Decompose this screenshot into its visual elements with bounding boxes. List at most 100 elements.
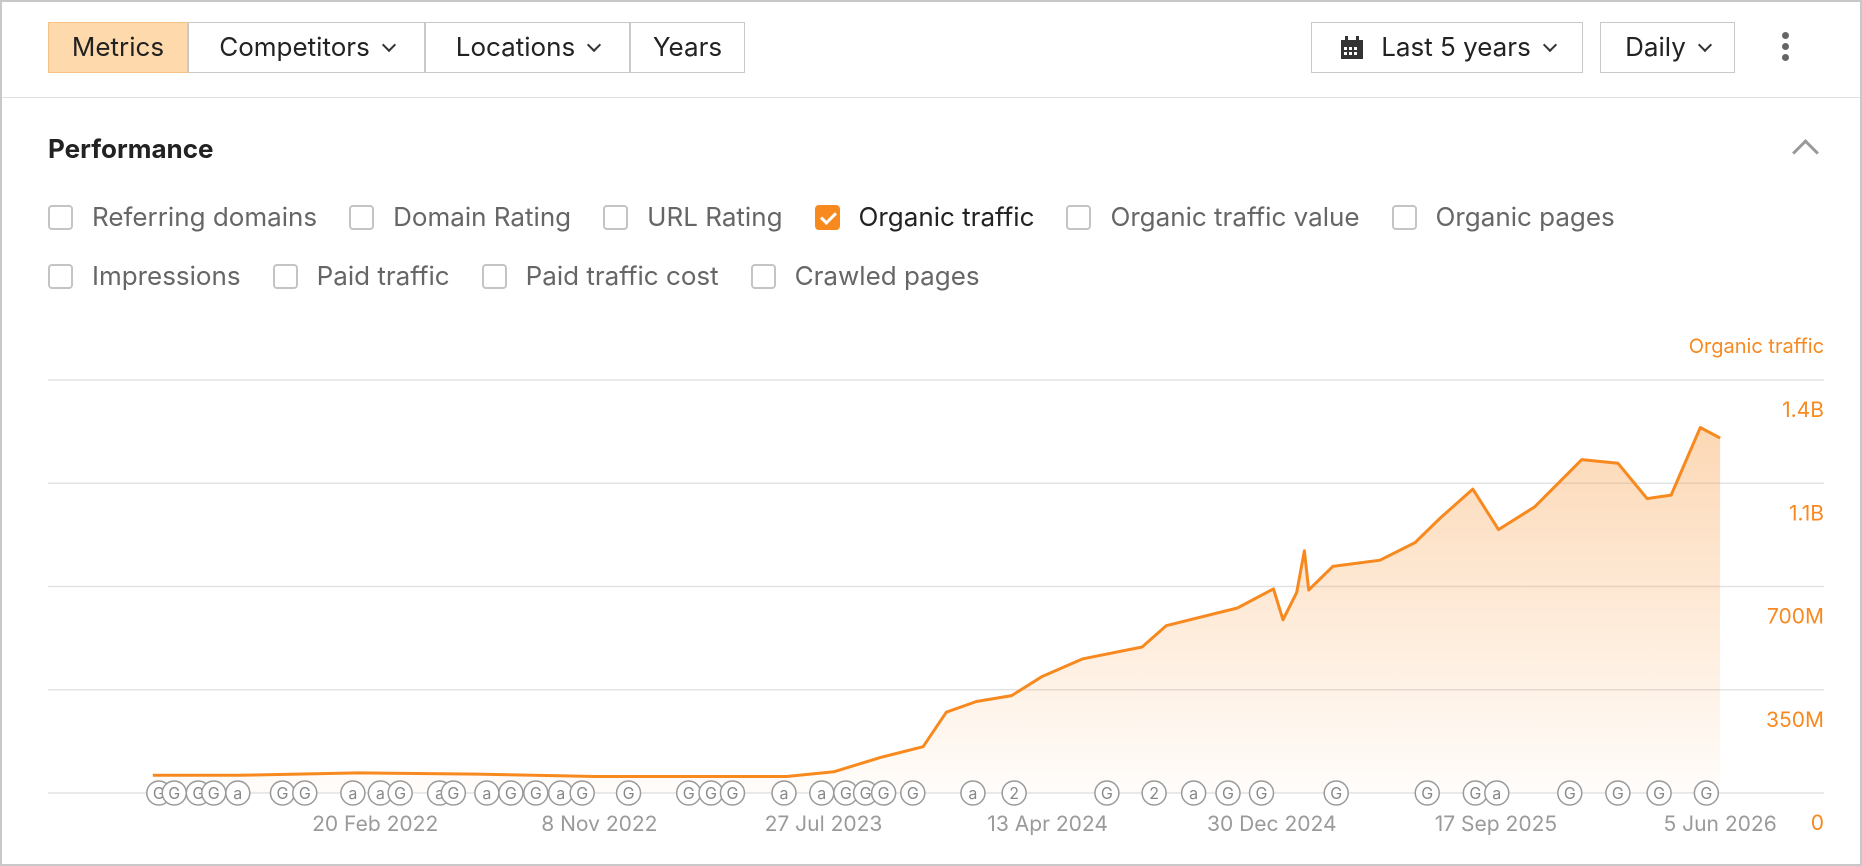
event-marker bbox=[1693, 780, 1720, 806]
tab-label: Competitors bbox=[219, 32, 370, 63]
event-marker-label: G bbox=[1101, 783, 1113, 803]
area bbox=[152, 427, 1721, 793]
event-marker-label: a bbox=[556, 783, 565, 803]
event-marker-label: G bbox=[1564, 783, 1576, 803]
event-marker-label: G bbox=[860, 783, 872, 803]
event-marker-label: G bbox=[394, 783, 406, 803]
event-marker bbox=[569, 780, 595, 806]
event-marker bbox=[1001, 780, 1027, 806]
checkbox[interactable] bbox=[814, 205, 840, 230]
event-marker-label: G bbox=[1469, 783, 1481, 803]
event-marker-label: a bbox=[348, 783, 357, 803]
line bbox=[152, 426, 1721, 778]
event-marker bbox=[771, 780, 797, 806]
metric-label: Organic pages bbox=[1435, 202, 1615, 233]
metric-checkbox[interactable]: Paid traffic bbox=[272, 261, 450, 292]
event-marker bbox=[870, 780, 897, 806]
event-marker-label: G bbox=[192, 783, 204, 803]
interval[interactable]: Daily bbox=[1600, 22, 1735, 73]
metric-checkbox[interactable]: Impressions bbox=[48, 261, 241, 292]
metric-label: Domain Rating bbox=[393, 202, 572, 233]
metric-label: URL Rating bbox=[647, 202, 783, 233]
event-marker bbox=[387, 780, 413, 806]
event-marker-label: 2 bbox=[1009, 783, 1019, 803]
tab[interactable]: Metrics bbox=[48, 22, 188, 73]
event-marker bbox=[340, 780, 366, 806]
checkbox[interactable] bbox=[349, 205, 375, 230]
event-marker-label: G bbox=[530, 783, 542, 803]
event-marker bbox=[900, 780, 926, 806]
more-menu[interactable] bbox=[1782, 32, 1790, 65]
tab-label: Metrics bbox=[71, 32, 165, 63]
metric-checkbox[interactable]: Organic traffic bbox=[814, 202, 1035, 233]
calendar-icon bbox=[1341, 35, 1364, 59]
metric-label: Organic traffic bbox=[858, 202, 1035, 233]
event-marker-label: G bbox=[705, 783, 717, 803]
event-marker-label: a bbox=[817, 783, 826, 803]
event-marker bbox=[1180, 780, 1207, 806]
event-marker-label: G bbox=[299, 783, 311, 803]
metric-checkbox[interactable]: Crawled pages bbox=[750, 261, 980, 292]
section-title: Performance bbox=[48, 134, 214, 165]
event-marker-label: G bbox=[276, 783, 288, 803]
y-tick-label: 700M bbox=[1767, 605, 1824, 630]
event-marker bbox=[225, 780, 251, 806]
event-marker-label: G bbox=[1421, 783, 1433, 803]
metric-checkbox[interactable]: Domain Rating bbox=[349, 202, 571, 233]
checkbox[interactable] bbox=[750, 264, 776, 289]
event-marker-label: G bbox=[1330, 783, 1342, 803]
checkbox[interactable] bbox=[48, 205, 73, 230]
event-marker-label: G bbox=[153, 783, 165, 803]
event-marker-label: G bbox=[878, 783, 890, 803]
metric-checkbox[interactable]: Organic traffic value bbox=[1066, 202, 1360, 233]
event-marker bbox=[719, 780, 746, 806]
event-marker-label: G bbox=[623, 783, 635, 803]
event-marker-label: G bbox=[208, 783, 220, 803]
date-range[interactable]: Last 5 years bbox=[1311, 22, 1583, 73]
metric-label: Crawled pages bbox=[794, 261, 980, 292]
x-tick-label: 17 Sep 2025 bbox=[1435, 812, 1557, 837]
metric-checkbox[interactable]: Referring domains bbox=[48, 202, 317, 233]
checkbox[interactable] bbox=[1391, 205, 1417, 230]
event-marker-label: G bbox=[168, 783, 180, 803]
metric-label: Organic traffic value bbox=[1110, 202, 1360, 233]
x-tick-label: 8 Nov 2022 bbox=[541, 812, 657, 837]
tab[interactable]: Years bbox=[630, 22, 745, 73]
checkbox[interactable] bbox=[272, 264, 298, 289]
x-tick-label: 30 Dec 2024 bbox=[1207, 812, 1337, 837]
event-marker-label: G bbox=[447, 783, 459, 803]
event-marker-label: a bbox=[1189, 783, 1198, 803]
event-marker-label: G bbox=[576, 783, 588, 803]
date-range-label: Last 5 years bbox=[1381, 32, 1531, 63]
tab[interactable]: Locations bbox=[425, 22, 630, 73]
checkbox[interactable] bbox=[603, 205, 629, 230]
metric-row: Referring domains Domain Rating URL Rating… bbox=[48, 202, 1647, 233]
event-marker-label: G bbox=[840, 783, 852, 803]
metric-checkbox[interactable]: URL Rating bbox=[603, 202, 783, 233]
event-marker bbox=[1646, 780, 1672, 806]
event-marker-label: a bbox=[435, 783, 444, 803]
event-marker-label: a bbox=[968, 783, 977, 803]
metric-label: Paid traffic cost bbox=[525, 261, 719, 292]
checkbox[interactable] bbox=[481, 264, 507, 289]
y-tick-label: 1.1B bbox=[1789, 501, 1824, 526]
tab[interactable]: Competitors bbox=[188, 22, 425, 73]
event-marker-label: G bbox=[907, 783, 919, 803]
event-marker bbox=[1323, 780, 1349, 806]
metric-label: Referring domains bbox=[92, 202, 318, 233]
event-marker-label: a bbox=[376, 783, 385, 803]
checkbox[interactable] bbox=[1066, 205, 1092, 230]
event-marker-label: a bbox=[1492, 783, 1501, 803]
checkbox[interactable] bbox=[48, 264, 73, 289]
event-marker-label: G bbox=[1653, 783, 1665, 803]
event-marker-label: G bbox=[726, 783, 738, 803]
metric-checkbox[interactable]: Paid traffic cost bbox=[481, 261, 719, 292]
event-marker bbox=[1605, 780, 1631, 806]
event-marker bbox=[1414, 780, 1440, 806]
x-tick-label: 13 Apr 2024 bbox=[987, 812, 1108, 837]
metric-checkbox[interactable]: Organic pages bbox=[1391, 202, 1615, 233]
event-marker bbox=[1484, 780, 1510, 806]
x-tick-label: 20 Feb 2022 bbox=[312, 812, 438, 837]
